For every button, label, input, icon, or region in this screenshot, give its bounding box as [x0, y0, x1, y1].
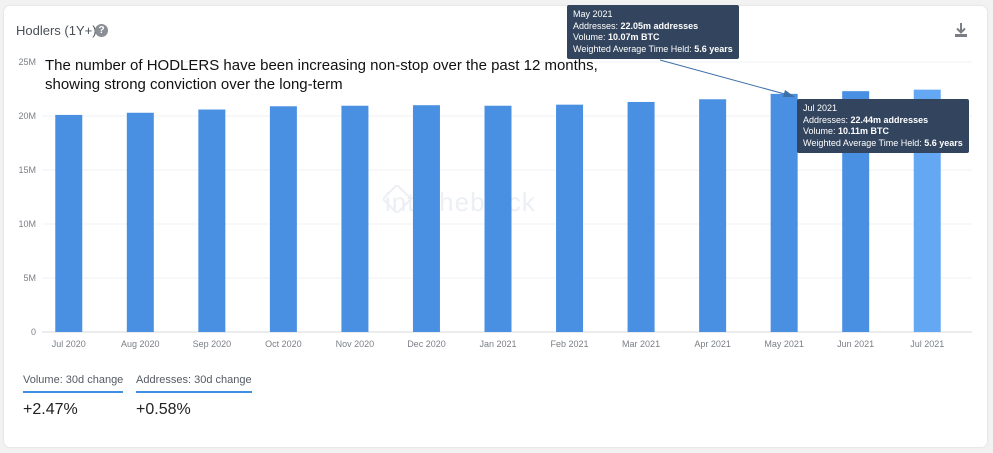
x-tick-label: May 2021 [764, 339, 804, 349]
annotation-line-1: The number of HODLERS have been increasi… [45, 57, 598, 74]
tooltip-volume-value: 10.11m BTC [838, 126, 890, 136]
tooltip-title: Jul 2021 [803, 103, 838, 113]
y-tick-label: 25M [18, 57, 36, 67]
tooltip-time-label: Weighted Average Time Held: [803, 137, 925, 148]
help-icon[interactable]: ? [95, 24, 108, 37]
bar-aug-2020[interactable] [126, 112, 154, 332]
x-tick-label: Jan 2021 [479, 339, 516, 349]
tooltip-volume-label: Volume: [573, 32, 609, 42]
tooltip-time-value: 5.6 years [694, 43, 733, 54]
y-tick-label: 10M [18, 219, 36, 229]
bar-may-2021[interactable] [770, 93, 798, 332]
y-tick-label: 0 [31, 327, 36, 337]
x-tick-label: Jul 2020 [52, 339, 86, 349]
x-tick-label: Apr 2021 [694, 339, 731, 349]
x-tick-label: Oct 2020 [265, 339, 302, 349]
tooltip-addresses-value: 22.44m addresses [850, 114, 929, 125]
tooltip-time-label: Weighted Average Time Held: [573, 43, 695, 54]
x-tick-label: Dec 2020 [407, 339, 446, 349]
bar-apr-2021[interactable] [699, 99, 727, 332]
annotation-line-2: showing strong conviction over the long-… [45, 76, 343, 93]
annotation-text: The number of HODLERS have been increasi… [45, 56, 598, 94]
tooltip-addresses-value: 22.05m addresses [620, 20, 699, 31]
x-tick-label: Sep 2020 [193, 339, 232, 349]
y-tick-label: 5M [23, 273, 36, 283]
x-tick-label: Jun 2021 [837, 339, 874, 349]
tooltip-addresses-label: Addresses: [573, 20, 621, 31]
metric-addresses-value: +0.58% [136, 401, 191, 418]
chart-title: Hodlers (1Y+) [16, 23, 97, 38]
bar-feb-2021[interactable] [556, 104, 584, 332]
annotation-arrow-line [659, 59, 793, 97]
tooltip-time-value: 5.6 years [924, 137, 963, 148]
x-tick-label: Feb 2021 [551, 339, 589, 349]
watermark-logo-icon [383, 185, 411, 213]
download-icon[interactable] [953, 22, 969, 38]
x-tick-label: Aug 2020 [121, 339, 160, 349]
tooltip-jul-2021: Jul 2021 Addresses: 22.44m addresses Vol… [797, 99, 969, 153]
bar-jul-2020[interactable] [55, 114, 83, 332]
annotation-arrow-head [783, 90, 795, 97]
y-tick-label: 20M [18, 111, 36, 121]
metric-addresses-label[interactable]: Addresses: 30d change [136, 374, 252, 393]
bar-nov-2020[interactable] [341, 105, 369, 333]
tooltip-may-2021: May 2021 Addresses: 22.05m addresses Vol… [567, 5, 739, 59]
y-tick-label: 15M [18, 165, 36, 175]
metric-volume-label[interactable]: Volume: 30d change [23, 374, 124, 393]
bar-mar-2021[interactable] [627, 101, 655, 333]
x-tick-label: Nov 2020 [336, 339, 375, 349]
bar-dec-2020[interactable] [412, 105, 440, 332]
bar-jan-2021[interactable] [484, 105, 512, 333]
tooltip-volume-label: Volume: [803, 126, 839, 136]
x-tick-label: Mar 2021 [622, 339, 660, 349]
tooltip-addresses-label: Addresses: [803, 114, 851, 125]
bar-sep-2020[interactable] [198, 109, 226, 333]
x-tick-label: Jul 2021 [910, 339, 944, 349]
tooltip-title: May 2021 [573, 9, 613, 19]
tooltip-volume-value: 10.07m BTC [608, 32, 660, 42]
metric-volume-value: +2.47% [23, 401, 78, 418]
bar-oct-2020[interactable] [269, 106, 297, 332]
